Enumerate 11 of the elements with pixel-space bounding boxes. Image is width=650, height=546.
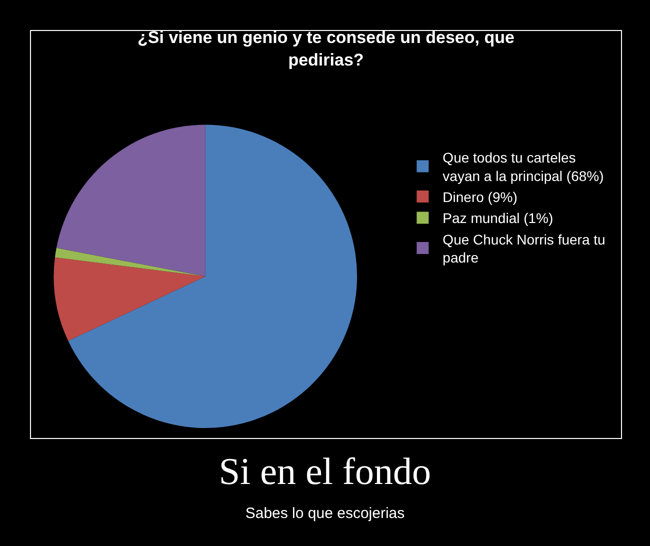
legend-label: Dinero (9%) <box>442 189 518 206</box>
pie-slice <box>56 124 206 276</box>
pie-slice <box>54 257 206 341</box>
legend-label: Que todos tu carteles vayan a la principal (68%) <box>442 150 604 184</box>
text: Sabes lo que escojerias <box>244 505 406 522</box>
legend-label: Que Chuck Norris fuera tu padre <box>442 231 606 266</box>
text: Si en el fondo <box>218 450 432 494</box>
legend-label: Paz mundial (1%) <box>442 210 554 226</box>
chart-title: ¿Si viene un genio y te consede un deseo, que pedirias? <box>138 28 514 70</box>
pie-slice <box>54 248 206 276</box>
pie-slice <box>68 124 358 428</box>
